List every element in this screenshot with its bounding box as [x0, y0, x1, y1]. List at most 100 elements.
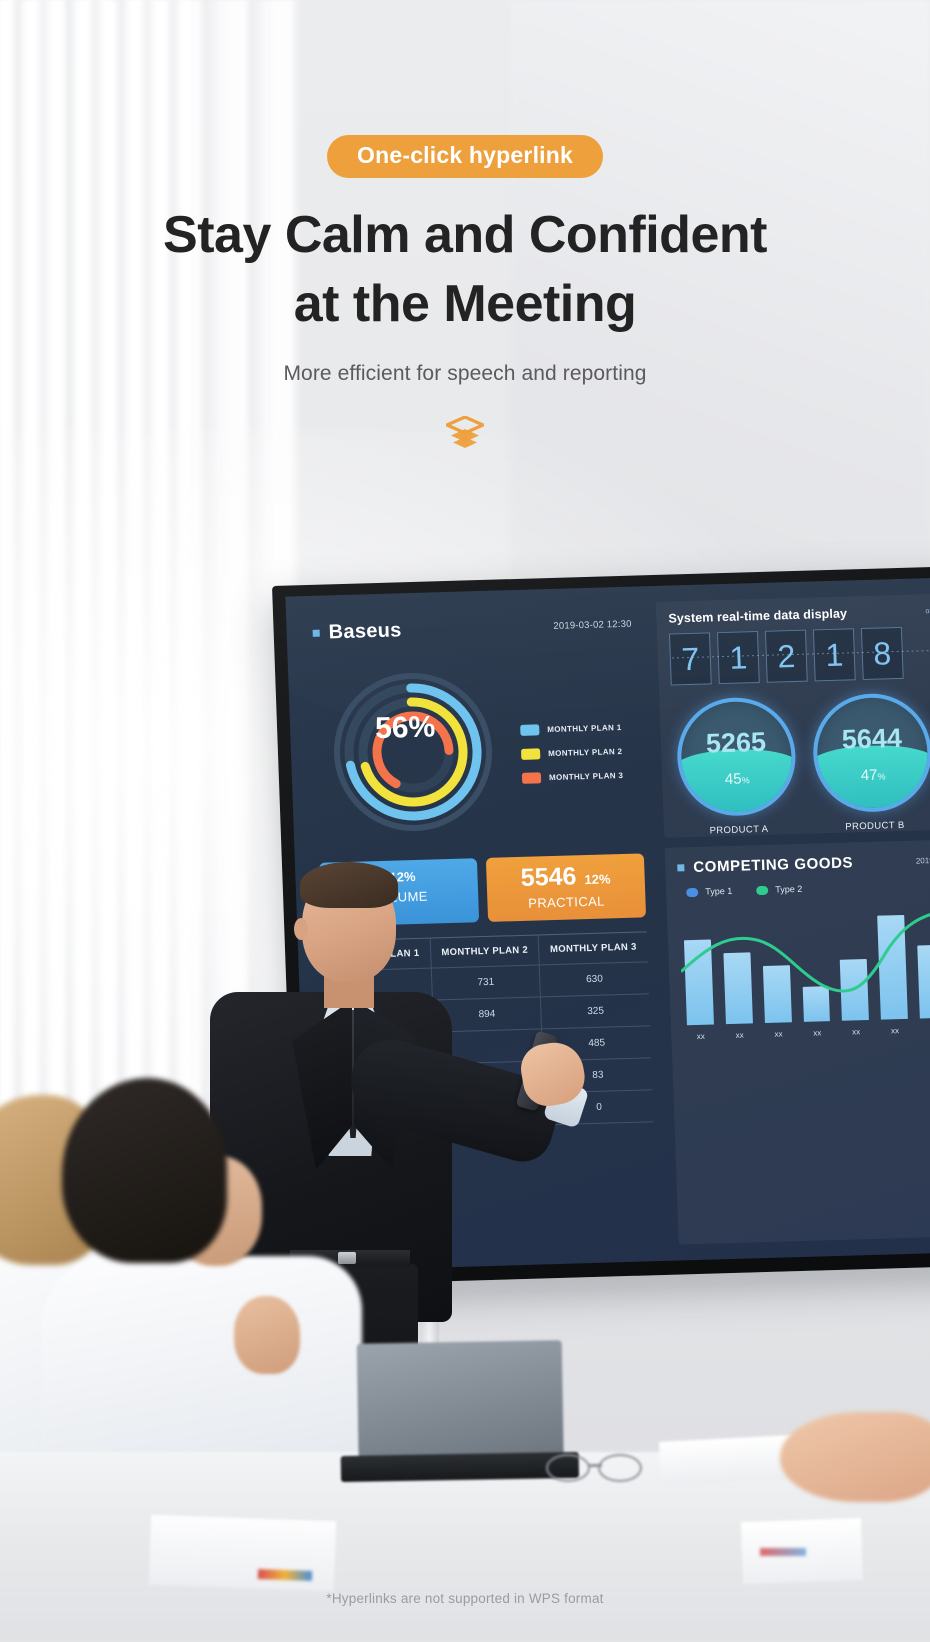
- realtime-digit: 1: [716, 631, 760, 685]
- legend-swatch: [520, 747, 541, 760]
- gauge-percent: 45%: [682, 769, 793, 789]
- gauge-value: 5265: [705, 726, 767, 759]
- competing-goods-panel: COMPETING GOODS 2019-03 Type 1 Type 2: [664, 839, 930, 1245]
- x-label: xx: [774, 1029, 783, 1039]
- table-header-cell: MONTHLY PLAN 3: [549, 941, 637, 956]
- legend-item: Type 2: [756, 884, 802, 895]
- kpi-percent: 12%: [389, 868, 416, 885]
- x-label: xx: [890, 1026, 900, 1036]
- table-cell: [327, 1096, 438, 1131]
- percent-sign: %: [741, 775, 750, 786]
- donut-center-value-wrap: 56%: [350, 710, 461, 747]
- brand-block: Baseus: [312, 619, 402, 645]
- kpi-top: 12%: [329, 867, 467, 886]
- legend-label: MONTHLY PLAN 3: [548, 770, 624, 782]
- headline-line-1: Stay Calm and Confident: [163, 206, 767, 264]
- legend-swatch: [521, 771, 542, 784]
- gauge-percent: 47%: [818, 765, 929, 785]
- legend-item: MONTHLY PLAN 3: [521, 769, 624, 784]
- legend-label: MONTHLY PLAN 2: [547, 746, 623, 758]
- x-axis-labels: xx xx xx xx xx xx xx: [683, 1025, 930, 1042]
- gauge-product-a: 5265 45% PRODUCT A: [675, 696, 798, 837]
- x-label: xx: [852, 1027, 861, 1037]
- legend-item: Type 1: [686, 886, 732, 897]
- table-header-cell: MONTHLY PLAN 2: [430, 935, 541, 968]
- legend-swatch: [756, 885, 769, 895]
- brand-name: Baseus: [328, 619, 403, 644]
- table-cell: 83: [592, 1069, 604, 1081]
- kpi-label: PRACTICAL: [527, 893, 606, 911]
- legend-label: Type 1: [705, 885, 733, 897]
- competing-goods-title: COMPETING GOODS: [693, 854, 854, 876]
- section-square-icon: [677, 864, 685, 872]
- hero-badge: One-click hyperlink: [327, 135, 603, 178]
- donut-legend: MONTHLY PLAN 1 MONTHLY PLAN 2 MONTHLY PL…: [520, 715, 624, 784]
- x-label: xx: [813, 1028, 822, 1038]
- realtime-title: System real-time data display: [668, 606, 848, 626]
- table-cell: 630: [585, 973, 603, 986]
- brand-square-icon: [312, 629, 320, 637]
- kpi-percent: 12%: [584, 871, 611, 888]
- dashboard-left-column: Baseus 2019-03-02 12:30: [300, 602, 668, 1255]
- kpi-row: 12% VOLUME 5546 12% PRACTICAL: [309, 851, 656, 927]
- table-header-cell: MONTHLY PLAN 1: [321, 938, 432, 971]
- footnote-disclaimer: *Hyperlinks are not supported in WPS for…: [326, 1591, 604, 1606]
- table-cell: 731: [431, 965, 542, 1000]
- dashboard: Baseus 2019-03-02 12:30: [285, 577, 930, 1271]
- realtime-digit-row: 7 1 2 1 8: [657, 622, 930, 686]
- table-cell: 325: [587, 1005, 605, 1018]
- percent-sign: %: [877, 771, 886, 782]
- competing-goods-legend: Type 1 Type 2: [678, 880, 930, 898]
- legend-item: MONTHLY PLAN 1: [520, 721, 622, 736]
- donut-chart: [334, 673, 493, 831]
- dashboard-screen[interactable]: Baseus 2019-03-02 12:30: [285, 577, 930, 1272]
- legend-item: MONTHLY PLAN 2: [520, 745, 623, 760]
- dashboard-header: Baseus 2019-03-02 12:30: [300, 602, 646, 651]
- hero-section: One-click hyperlink Stay Calm and Confid…: [0, 0, 930, 450]
- table-cell: 9: [436, 1093, 546, 1128]
- competing-goods-plot: xx xx xx xx xx xx xx: [679, 900, 930, 1041]
- kpi-top: 5546 12%: [496, 862, 635, 892]
- table-cell: [322, 968, 433, 1003]
- kpi-label: VOLUME: [370, 888, 429, 906]
- realtime-digit: 2: [764, 629, 808, 683]
- page-subtitle: More efficient for speech and reporting: [283, 362, 647, 386]
- donut-chart-block: 56% MONTHLY PLAN 1 MONTHLY PLAN 2: [302, 651, 654, 851]
- legend-swatch: [686, 887, 699, 897]
- gauge-caption: PRODUCT A: [709, 823, 769, 837]
- table-cell: [433, 1029, 544, 1064]
- x-label: xx: [920, 1025, 930, 1035]
- realtime-corner-note: oxx: [925, 607, 930, 615]
- table-cell: 485: [588, 1037, 606, 1050]
- interactive-whiteboard[interactable]: Baseus 2019-03-02 12:30: [272, 565, 930, 1286]
- kpi-card-practical[interactable]: 5546 12% PRACTICAL: [485, 853, 647, 922]
- whiteboard-stand-leg: [420, 1296, 439, 1416]
- page-title: Stay Calm and Confident at the Meeting: [0, 201, 930, 338]
- table-cell: [323, 1000, 434, 1035]
- table-cell: [325, 1032, 435, 1067]
- kpi-card-volume[interactable]: 12% VOLUME: [318, 858, 480, 927]
- table-cell: 12: [434, 1061, 545, 1096]
- legend-swatch: [520, 723, 540, 736]
- competing-goods-title-block: COMPETING GOODS: [677, 854, 853, 876]
- gauge-percent-value: 45: [724, 770, 742, 789]
- realtime-digit: 7: [668, 632, 712, 686]
- competing-goods-date: 2019-03: [915, 855, 930, 866]
- kpi-value: 5546: [520, 862, 577, 892]
- gauge-circle: 5265 45%: [675, 696, 798, 818]
- dashboard-timestamp: 2019-03-02 12:30: [553, 618, 632, 632]
- table-cell: [326, 1064, 437, 1099]
- table-cell: 0: [596, 1101, 603, 1113]
- line-series-type-2: [680, 908, 930, 993]
- x-label: xx: [735, 1030, 744, 1040]
- gauge-value: 5644: [841, 722, 903, 755]
- donut-center-value: 56%: [374, 710, 436, 746]
- headline-line-2: at the Meeting: [293, 274, 637, 333]
- realtime-panel: System real-time data display oxx 7 1 2 …: [655, 593, 930, 838]
- gauge-percent-value: 47: [860, 766, 878, 785]
- x-label: xx: [696, 1031, 705, 1041]
- gauge-row: 5265 45% PRODUCT A 5644 47%: [659, 677, 930, 837]
- plan-table: MONTHLY PLAN 1 MONTHLY PLAN 2 MONTHLY PL…: [321, 931, 654, 1132]
- gauge-product-b: 5644 47% PRODUCT B: [811, 692, 930, 833]
- gauge-caption: PRODUCT B: [845, 819, 905, 833]
